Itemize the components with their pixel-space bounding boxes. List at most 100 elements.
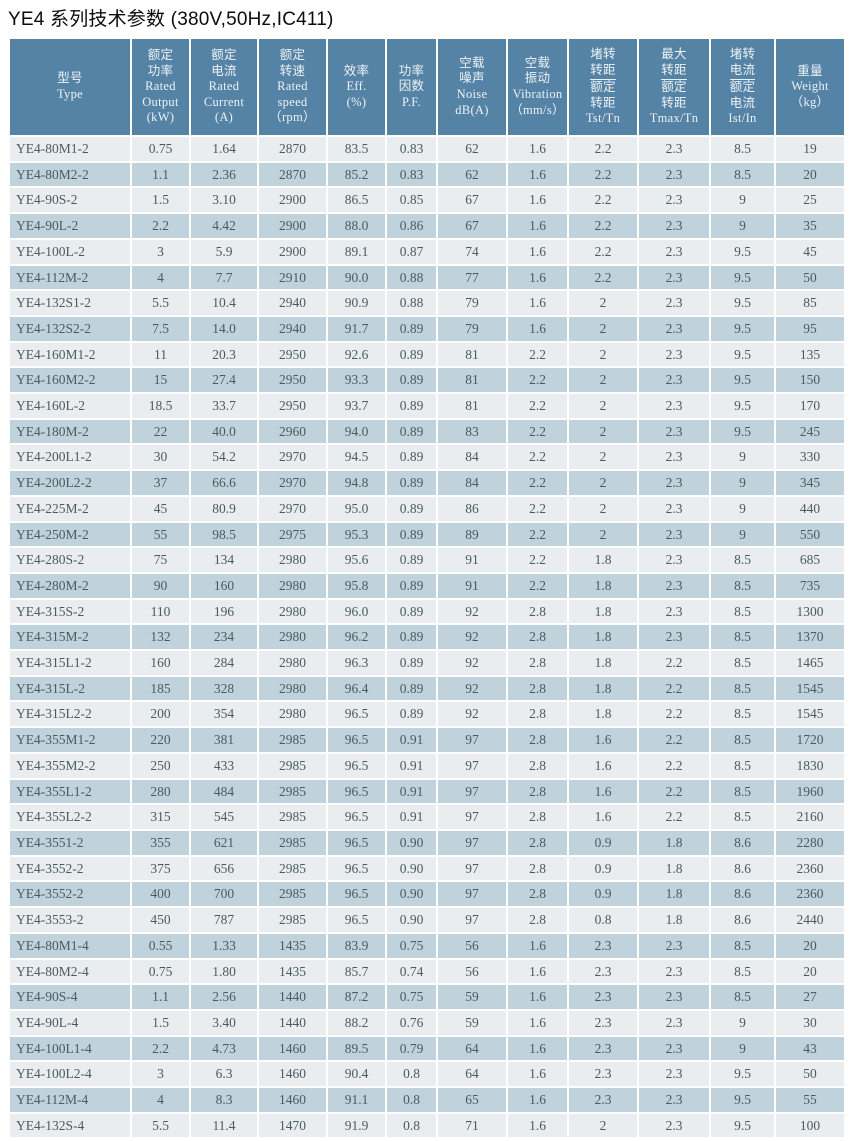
cell-rated-output-kw: 1.5 xyxy=(132,1010,189,1035)
cell-rated-speed-rpm: 1470 xyxy=(259,1113,326,1138)
cell-efficiency-pct: 88.0 xyxy=(328,214,385,238)
cell-tst-tn: 0.9 xyxy=(569,830,637,855)
cell-noise-dba: 86 xyxy=(438,496,506,521)
cell-rated-speed-rpm: 2900 xyxy=(259,188,326,213)
cell-power-factor: 0.89 xyxy=(387,368,436,393)
cell-efficiency-pct: 92.6 xyxy=(328,342,385,367)
cell-efficiency-pct: 89.5 xyxy=(328,1036,385,1061)
cell-tmax-tn: 2.3 xyxy=(639,933,709,958)
cell-tst-tn: 2.2 xyxy=(569,214,637,238)
cell-weight-kg: 20 xyxy=(776,959,844,984)
cell-noise-dba: 67 xyxy=(438,188,506,213)
cell-rated-speed-rpm: 2980 xyxy=(259,651,326,675)
cell-ist-in: 9.5 xyxy=(711,291,774,315)
cell-rated-current-a: 40.0 xyxy=(191,419,257,444)
cell-vibration-mm-s: 1.6 xyxy=(508,985,567,1009)
table-row: YE4-355M2-2 250 433 2985 96.5 0.91 97 2.8 1.6 2.2… xyxy=(10,753,844,778)
cell-tmax-tn: 2.3 xyxy=(639,1088,709,1112)
cell-tst-tn: 2.3 xyxy=(569,959,637,984)
cell-rated-output-kw: 30 xyxy=(132,445,189,470)
cell-efficiency-pct: 90.4 xyxy=(328,1062,385,1087)
cell-noise-dba: 97 xyxy=(438,908,506,932)
cell-weight-kg: 43 xyxy=(776,1036,844,1061)
cell-vibration-mm-s: 2.2 xyxy=(508,394,567,418)
cell-rated-speed-rpm: 2970 xyxy=(259,496,326,521)
table-row: YE4-315L2-2 200 354 2980 96.5 0.89 92 2.8 1.8 2.2… xyxy=(10,702,844,727)
cell-ist-in: 8.5 xyxy=(711,805,774,829)
cell-noise-dba: 92 xyxy=(438,599,506,624)
cell-noise-dba: 79 xyxy=(438,291,506,315)
spec-table: 型号 Type 额定 功率 Rated Output (kW) 额定 电流 Rated Curren… xyxy=(8,37,846,1139)
cell-noise-dba: 71 xyxy=(438,1113,506,1138)
cell-rated-output-kw: 0.75 xyxy=(132,137,189,161)
cell-tst-tn: 1.6 xyxy=(569,805,637,829)
cell-type: YE4-132S-4 xyxy=(10,1113,130,1138)
cell-power-factor: 0.8 xyxy=(387,1062,436,1087)
cell-tmax-tn: 2.3 xyxy=(639,522,709,547)
cell-rated-current-a: 787 xyxy=(191,908,257,932)
cell-tmax-tn: 2.3 xyxy=(639,599,709,624)
cell-rated-current-a: 4.73 xyxy=(191,1036,257,1061)
cell-rated-output-kw: 250 xyxy=(132,753,189,778)
cell-power-factor: 0.75 xyxy=(387,985,436,1009)
cell-power-factor: 0.91 xyxy=(387,805,436,829)
col-header-tst-tn: 堵转 转距 额定 转距 Tst/Tn xyxy=(569,39,637,135)
cell-rated-output-kw: 55 xyxy=(132,522,189,547)
cell-efficiency-pct: 96.3 xyxy=(328,651,385,675)
cell-weight-kg: 20 xyxy=(776,162,844,187)
cell-tmax-tn: 2.3 xyxy=(639,1062,709,1087)
cell-noise-dba: 97 xyxy=(438,753,506,778)
table-row: YE4-100L2-4 3 6.3 1460 90.4 0.8 64 1.6 2.3 2.3 9.5… xyxy=(10,1062,844,1087)
cell-noise-dba: 89 xyxy=(438,522,506,547)
cell-type: YE4-90L-2 xyxy=(10,214,130,238)
cell-rated-current-a: 354 xyxy=(191,702,257,727)
cell-rated-speed-rpm: 2900 xyxy=(259,239,326,264)
cell-rated-speed-rpm: 2970 xyxy=(259,471,326,495)
cell-rated-current-a: 433 xyxy=(191,753,257,778)
cell-efficiency-pct: 88.2 xyxy=(328,1010,385,1035)
cell-rated-output-kw: 400 xyxy=(132,882,189,907)
cell-efficiency-pct: 94.0 xyxy=(328,419,385,444)
cell-power-factor: 0.86 xyxy=(387,214,436,238)
cell-rated-current-a: 14.0 xyxy=(191,316,257,341)
cell-rated-output-kw: 280 xyxy=(132,779,189,804)
cell-power-factor: 0.89 xyxy=(387,599,436,624)
cell-tst-tn: 2.3 xyxy=(569,985,637,1009)
cell-type: YE4-80M2-4 xyxy=(10,959,130,984)
cell-type: YE4-225M-2 xyxy=(10,496,130,521)
cell-weight-kg: 20 xyxy=(776,933,844,958)
cell-noise-dba: 97 xyxy=(438,728,506,752)
table-row: YE4-132S1-2 5.5 10.4 2940 90.9 0.88 79 1.6 2 2.3 9… xyxy=(10,291,844,315)
cell-weight-kg: 85 xyxy=(776,291,844,315)
cell-ist-in: 9.5 xyxy=(711,239,774,264)
cell-power-factor: 0.90 xyxy=(387,830,436,855)
cell-tst-tn: 2.3 xyxy=(569,1010,637,1035)
cell-vibration-mm-s: 2.8 xyxy=(508,676,567,701)
cell-rated-speed-rpm: 2985 xyxy=(259,805,326,829)
cell-efficiency-pct: 96.5 xyxy=(328,702,385,727)
table-row: YE4-315S-2 110 196 2980 96.0 0.89 92 2.8 1.8 2.3 8… xyxy=(10,599,844,624)
cell-rated-speed-rpm: 2985 xyxy=(259,728,326,752)
cell-tmax-tn: 2.3 xyxy=(639,1036,709,1061)
cell-rated-speed-rpm: 2940 xyxy=(259,291,326,315)
cell-efficiency-pct: 86.5 xyxy=(328,188,385,213)
cell-type: YE4-112M-4 xyxy=(10,1088,130,1112)
cell-ist-in: 8.5 xyxy=(711,599,774,624)
cell-weight-kg: 95 xyxy=(776,316,844,341)
cell-weight-kg: 1465 xyxy=(776,651,844,675)
cell-rated-current-a: 134 xyxy=(191,548,257,572)
table-row: YE4-80M1-4 0.55 1.33 1435 83.9 0.75 56 1.6 2.3 2.… xyxy=(10,933,844,958)
cell-vibration-mm-s: 2.8 xyxy=(508,908,567,932)
cell-tst-tn: 2.2 xyxy=(569,162,637,187)
cell-tst-tn: 2.2 xyxy=(569,137,637,161)
cell-ist-in: 8.5 xyxy=(711,162,774,187)
cell-efficiency-pct: 85.7 xyxy=(328,959,385,984)
cell-type: YE4-355M2-2 xyxy=(10,753,130,778)
cell-ist-in: 9.5 xyxy=(711,265,774,290)
cell-tmax-tn: 2.2 xyxy=(639,702,709,727)
cell-vibration-mm-s: 1.6 xyxy=(508,1062,567,1087)
cell-vibration-mm-s: 2.8 xyxy=(508,882,567,907)
cell-ist-in: 8.5 xyxy=(711,728,774,752)
cell-tmax-tn: 2.3 xyxy=(639,291,709,315)
cell-weight-kg: 1545 xyxy=(776,702,844,727)
